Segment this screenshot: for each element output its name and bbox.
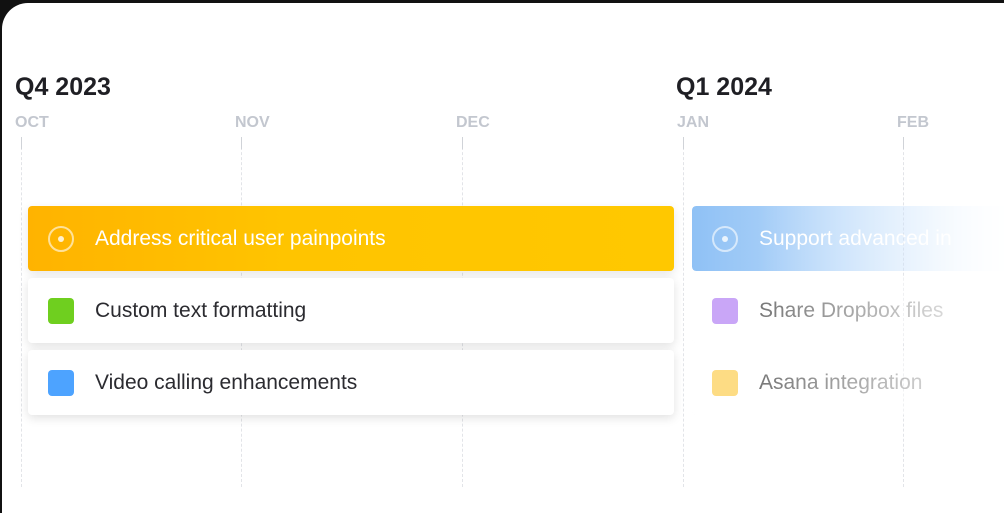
feature-color-icon [712, 297, 738, 324]
item-label: Custom text formatting [95, 298, 307, 322]
roadmap-feature-item[interactable]: Video calling enhancements [28, 350, 674, 415]
month-gridline [21, 137, 22, 487]
quarter-label: Q1 2024 [676, 73, 772, 101]
month-gridline [683, 137, 684, 487]
item-label: Asana integration [759, 370, 923, 394]
roadmap-feature-item[interactable]: Share Dropbox files [692, 278, 1004, 343]
month-label: FEB [897, 114, 929, 131]
item-label: Support advanced in [759, 226, 952, 250]
goal-target-icon [48, 225, 74, 252]
feature-color-icon [48, 369, 74, 396]
roadmap-feature-item[interactable]: Asana integration [692, 350, 1004, 415]
month-label: JAN [677, 114, 710, 131]
item-label: Share Dropbox files [759, 298, 944, 322]
roadmap-feature-item[interactable]: Custom text formatting [28, 278, 674, 343]
goal-target-icon [712, 225, 738, 252]
roadmap-goal-item[interactable]: Support advanced in [692, 206, 1004, 271]
roadmap-goal-item[interactable]: Address critical user painpoints [28, 206, 674, 271]
feature-color-icon [48, 297, 74, 324]
item-label: Address critical user painpoints [95, 226, 386, 250]
quarter-label: Q4 2023 [15, 73, 111, 101]
item-label: Video calling enhancements [95, 370, 358, 394]
feature-color-icon [712, 369, 738, 396]
month-label: NOV [235, 114, 270, 131]
roadmap-timeline: Q4 2023 Q1 2024 OCT NOV DEC JAN FEB Addr… [2, 3, 1004, 513]
month-label: DEC [456, 114, 490, 131]
month-label: OCT [15, 114, 49, 131]
